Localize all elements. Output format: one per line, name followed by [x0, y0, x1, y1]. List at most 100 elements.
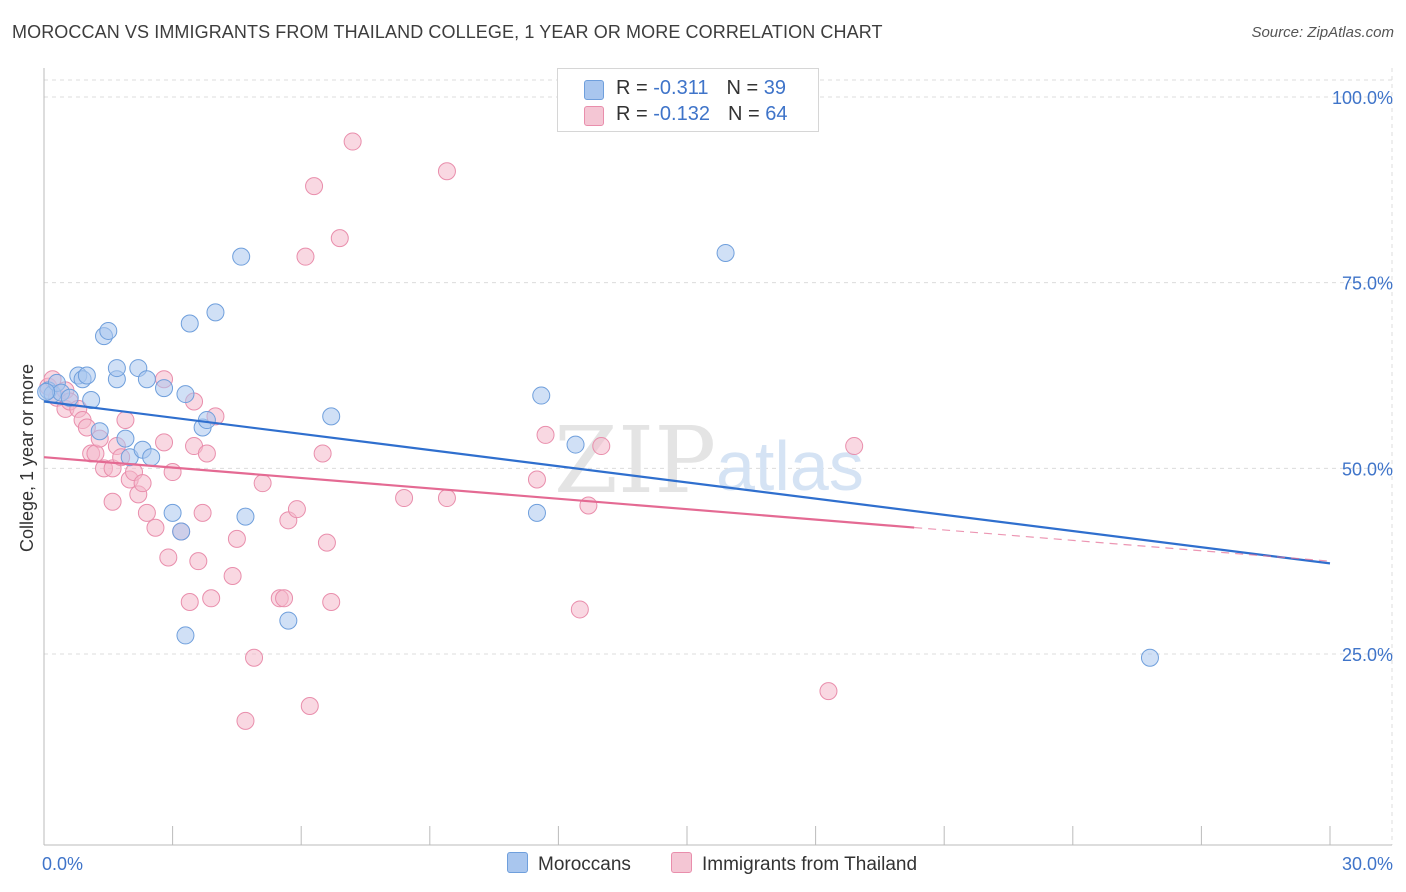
bottom-legend-thailand: Immigrants from Thailand: [671, 852, 917, 876]
moroccan-point: [60, 388, 79, 407]
moroccan-point: [176, 626, 195, 645]
thailand-point: [189, 552, 208, 571]
thailand-point: [305, 177, 324, 196]
legend-swatch-blue: [584, 80, 604, 100]
legend-r-label: R =: [616, 77, 654, 99]
thailand-point: [819, 682, 838, 701]
bottom-swatch-pink: [671, 852, 692, 873]
thailand-point: [275, 589, 294, 608]
thailand-point: [146, 518, 165, 537]
chart-title: MOROCCAN VS IMMIGRANTS FROM THAILAND COL…: [12, 22, 883, 42]
thailand-point: [193, 503, 212, 522]
thailand-point: [536, 425, 555, 444]
moroccan-point: [107, 359, 126, 378]
thailand-point: [159, 548, 178, 567]
thailand-point: [343, 132, 362, 151]
moroccan-point: [99, 321, 118, 340]
thailand-trend-extension: [914, 526, 1331, 562]
thailand-point: [180, 593, 199, 612]
thailand-point: [570, 600, 589, 619]
thailand-point: [103, 492, 122, 511]
thailand-point: [330, 229, 349, 248]
moroccan-point: [197, 411, 216, 430]
legend-text-thailand: R = -0.132 N = 64: [616, 103, 787, 126]
thailand-point: [317, 533, 336, 552]
moroccan-point: [532, 386, 551, 405]
legend-r-value: -0.311: [653, 77, 709, 99]
thailand-point: [197, 444, 216, 463]
watermark-zip: ZIP: [554, 407, 716, 514]
y-tick-label: 50.0%: [1342, 459, 1393, 479]
moroccan-point: [232, 247, 251, 266]
moroccan-point: [322, 407, 341, 426]
legend-n-label: N =: [727, 103, 766, 125]
thailand-point: [395, 489, 414, 508]
thailand-point: [322, 593, 341, 612]
thailand-point: [527, 470, 546, 489]
thailand-point: [227, 529, 246, 548]
moroccan-point: [172, 522, 191, 541]
legend-swatch-pink: [584, 106, 604, 126]
thailand-point: [579, 496, 598, 515]
moroccan-point: [236, 507, 255, 526]
thailand-point: [300, 696, 319, 715]
bottom-label-thailand: Immigrants from Thailand: [702, 854, 918, 875]
thailand-point: [155, 433, 174, 452]
thailand-point: [437, 162, 456, 181]
thailand-point: [137, 503, 156, 522]
thailand-point: [202, 589, 221, 608]
moroccan-point: [137, 370, 156, 389]
moroccan-point: [116, 429, 135, 448]
moroccan-points: [37, 243, 1159, 667]
axes: [43, 68, 1392, 846]
legend-n-value: 64: [765, 103, 788, 125]
moroccan-point: [180, 314, 199, 333]
thailand-point: [287, 500, 306, 519]
thailand-point: [437, 489, 456, 508]
moroccan-point: [527, 503, 546, 522]
legend-n-value: 39: [763, 77, 786, 99]
y-tick-label: 75.0%: [1342, 274, 1393, 294]
thailand-point: [236, 711, 255, 730]
thailand-point: [245, 648, 264, 667]
legend-n-label: N =: [726, 77, 764, 99]
legend-r-value: -0.132: [653, 103, 710, 125]
y-tick-label: 25.0%: [1342, 645, 1393, 665]
moroccan-point: [77, 366, 96, 385]
moroccan-point: [279, 611, 298, 630]
thailand-point: [133, 474, 152, 493]
moroccan-point: [163, 503, 182, 522]
moroccan-point: [566, 435, 585, 454]
moroccan-point: [37, 382, 56, 401]
thailand-point: [223, 567, 242, 586]
legend-r-label: R =: [616, 103, 654, 125]
bottom-label-moroccans: Moroccans: [538, 854, 631, 875]
moroccan-trend-line: [43, 400, 1331, 565]
watermark: ZIP atlas: [554, 407, 864, 514]
source-credit: Source: ZipAtlas.com: [1251, 24, 1394, 41]
moroccan-point: [90, 422, 109, 441]
x-tick-label: 0.0%: [42, 854, 83, 874]
thailand-point: [86, 444, 105, 463]
thailand-point: [592, 437, 611, 456]
moroccan-point: [1140, 648, 1159, 667]
bottom-legend-moroccans: Moroccans: [507, 852, 631, 876]
thailand-point: [253, 474, 272, 493]
x-tick-label: 30.0%: [1342, 854, 1393, 874]
moroccan-point: [206, 303, 225, 322]
bottom-swatch-blue: [507, 852, 528, 873]
trend-lines: [43, 400, 1331, 565]
tick-labels: 100.0% 75.0% 50.0% 25.0% 0.0% 30.0%: [42, 88, 1393, 874]
y-axis-label: College, 1 year or more: [17, 364, 37, 552]
correlation-legend: R = -0.311 N = 39 R = -0.132 N = 64: [557, 68, 819, 132]
thailand-point: [845, 437, 864, 456]
moroccan-point: [142, 448, 161, 467]
thailand-trend-line: [43, 456, 915, 529]
moroccan-point: [176, 385, 195, 404]
watermark-atlas: atlas: [716, 427, 864, 505]
moroccan-point: [155, 379, 174, 398]
thailand-point: [116, 411, 135, 430]
thailand-point: [313, 444, 332, 463]
y-tick-label: 100.0%: [1332, 88, 1393, 108]
